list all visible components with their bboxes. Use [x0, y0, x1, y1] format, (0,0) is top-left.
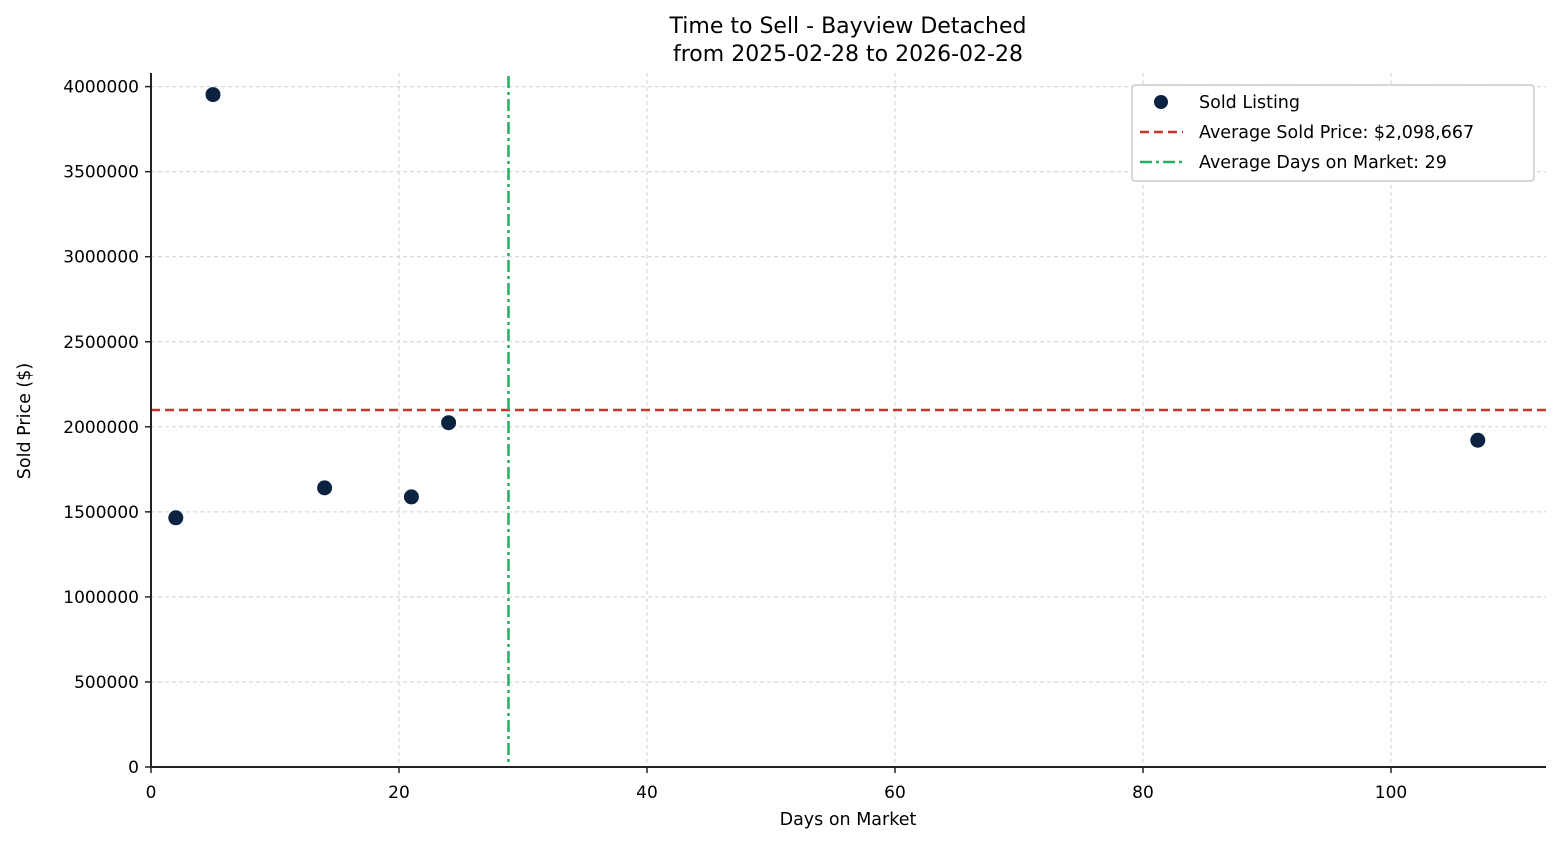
y-tick-label: 1000000 — [63, 588, 139, 608]
y-tick-label: 1500000 — [63, 503, 139, 523]
data-point — [441, 415, 457, 431]
y-tick-label: 4000000 — [63, 78, 139, 98]
y-axis-ticks: 0 500000 1000000 1500000 2000000 2500000 30000… — [63, 78, 151, 778]
y-tick-label: 3000000 — [63, 248, 139, 268]
data-point — [1470, 432, 1486, 448]
data-point — [168, 510, 184, 526]
y-tick-label: 2500000 — [63, 333, 139, 353]
x-tick-label: 100 — [1375, 783, 1407, 803]
legend-item-avg-price: Average Sold Price: $2,098,667 — [1199, 123, 1474, 143]
legend-item-avg-days: Average Days on Market: 29 — [1199, 153, 1447, 173]
x-tick-label: 80 — [1132, 783, 1154, 803]
x-tick-label: 60 — [884, 783, 906, 803]
y-tick-label: 3500000 — [63, 163, 139, 183]
legend-box — [1131, 84, 1535, 182]
data-point — [403, 489, 419, 505]
x-tick-label: 20 — [388, 783, 410, 803]
legend-item-sold-listing: Sold Listing — [1199, 93, 1300, 113]
x-tick-label: 40 — [636, 783, 658, 803]
legend-marker-icon — [1154, 95, 1168, 109]
chart-title: Time to Sell - Bayview Detached — [669, 14, 1027, 39]
chart-subtitle: from 2025-02-28 to 2026-02-28 — [673, 42, 1023, 67]
y-tick-label: 2000000 — [63, 418, 139, 438]
axes — [150, 73, 1546, 768]
data-points — [168, 87, 1486, 526]
y-tick-label: 500000 — [74, 673, 139, 693]
legend: Sold Listing Average Sold Price: $2,098,… — [1131, 84, 1535, 182]
data-point — [205, 87, 221, 103]
x-axis-label: Days on Market — [780, 810, 917, 830]
x-tick-label: 0 — [146, 783, 157, 803]
x-axis-ticks: 0 20 40 60 80 100 — [146, 767, 1407, 803]
reference-lines — [151, 76, 1546, 767]
data-point — [317, 480, 333, 496]
y-axis-label: Sold Price ($) — [15, 363, 35, 479]
y-tick-label: 0 — [128, 758, 139, 778]
